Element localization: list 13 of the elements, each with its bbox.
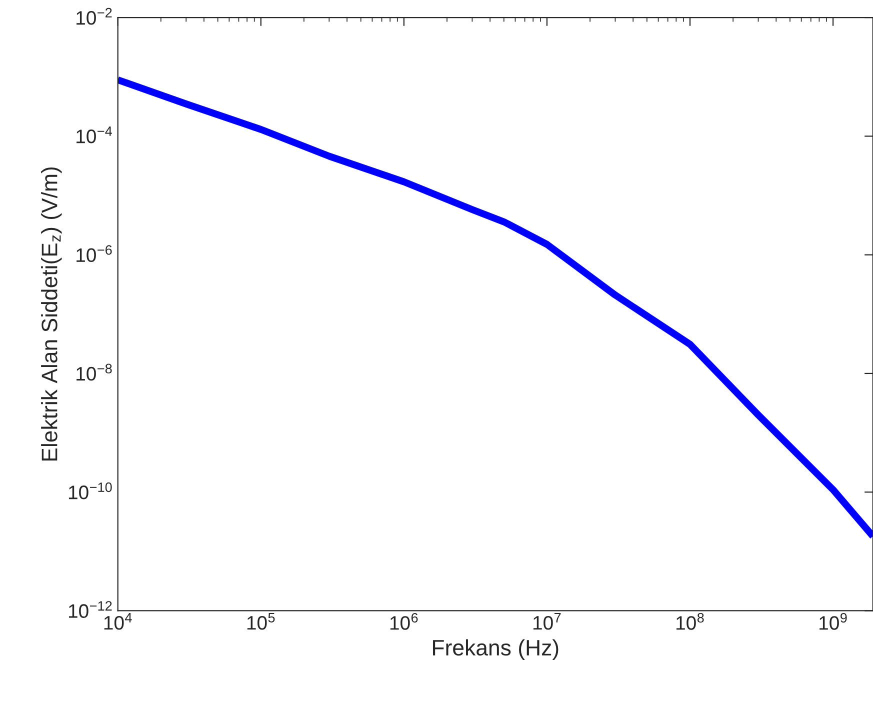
x-tick-label: 10$^{6}$: [390, 612, 418, 630]
y-axis-title: Elektrik Alan Siddeti(E$_{z}$) (V/m): [41, 167, 62, 461]
y-tick-label: 10$^{−2}$: [76, 8, 112, 25]
x-tick-label: 10$^{7}$: [533, 612, 561, 630]
y-tick-label: 10$^{−4}$: [76, 126, 112, 144]
x-tick-label: 10$^{9}$: [820, 612, 847, 630]
x-axis-title: Frekans (Hz): [433, 639, 558, 660]
x-tick-label: 10$^{5}$: [247, 612, 275, 630]
y-tick-label: 10$^{−8}$: [76, 364, 112, 381]
y-tick-label: 10$^{−6}$: [76, 245, 112, 262]
x-tick-label: 10$^{4}$: [104, 612, 132, 630]
y-tick-label: 10$^{−10}$: [68, 482, 112, 500]
x-tick-label: 10$^{8}$: [676, 612, 704, 630]
